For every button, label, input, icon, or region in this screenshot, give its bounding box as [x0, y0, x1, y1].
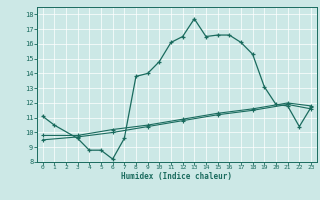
X-axis label: Humidex (Indice chaleur): Humidex (Indice chaleur)	[121, 172, 232, 181]
